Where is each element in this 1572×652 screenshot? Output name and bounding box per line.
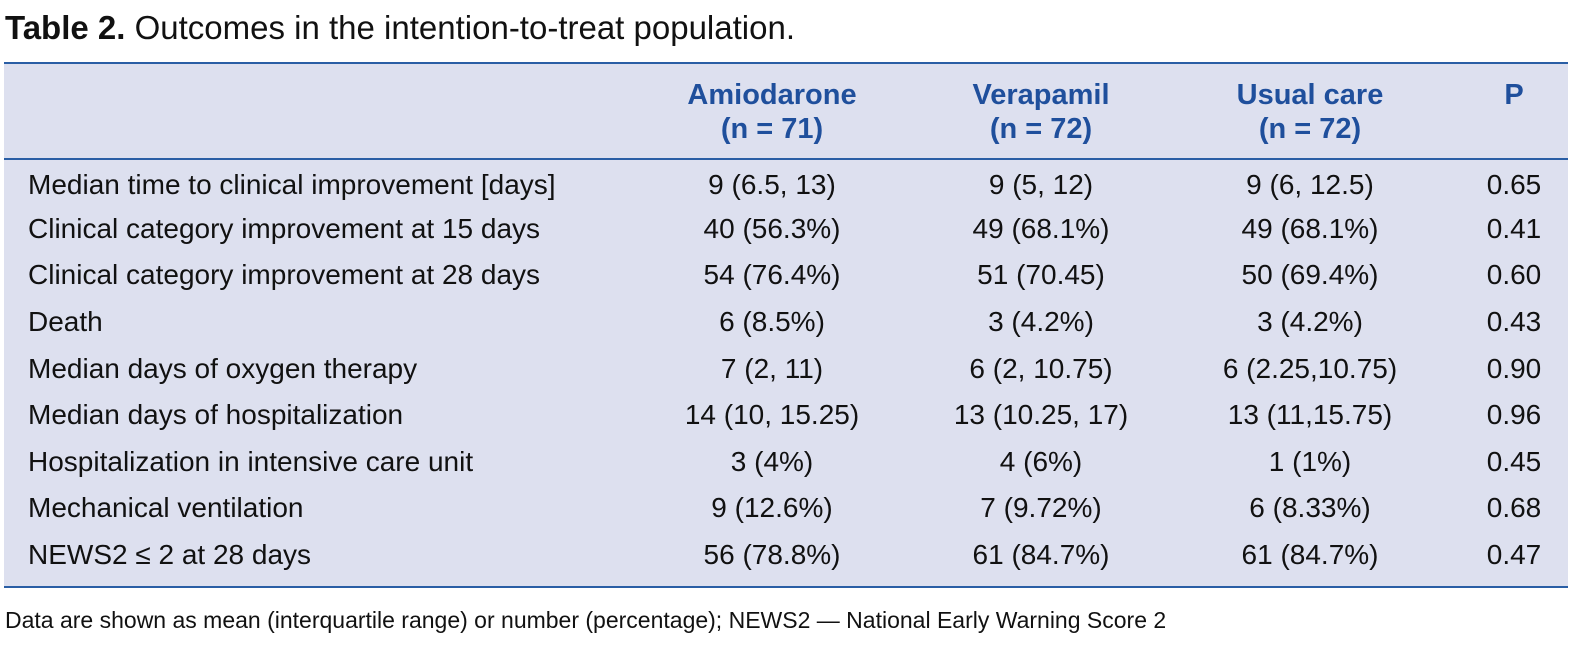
amiodarone-value: 54 (76.4%) [703,259,841,291]
header-outcome [4,64,622,160]
amiodarone-value: 9 (6.5, 13) [708,168,836,200]
verapamil-value: 13 (10.25, 17) [953,399,1129,431]
verapamil-value: 6 (2, 10.75) [969,352,1113,384]
header-line1: Usual care [1236,79,1384,111]
table-row: Median days of oxygen therapy 7 (2, 11) … [4,345,1568,392]
amiodarone-value: 7 (2, 11) [720,352,824,384]
header-usual-care: Usual care (n = 72) [1160,64,1460,160]
outcome-label: Mechanical ventilation [28,492,304,524]
verapamil-value: 9 (5, 12) [988,168,1094,200]
outcome-label: Median days of hospitalization [28,399,404,431]
header-line1: Verapamil [972,79,1110,111]
outcomes-table-container: Amiodarone (n = 71) Verapamil (n = 72) U… [4,62,1568,588]
verapamil-value: 61 (84.7%) [972,539,1110,571]
table-row: Hospitalization in intensive care unit 3… [4,439,1568,486]
usual-care-value: 6 (2.25,10.75) [1222,352,1398,384]
outcome-label: Hospitalization in intensive care unit [28,445,474,477]
amiodarone-value: 56 (78.8%) [703,539,841,571]
p-value: 0.41 [1486,212,1542,244]
outcome-label: Clinical category improvement at 15 days [28,212,541,244]
p-value: 0.43 [1486,306,1542,338]
outcome-label: Median time to clinical improvement [day… [28,168,556,200]
amiodarone-value: 3 (4%) [730,445,814,477]
usual-care-value: 13 (11,15.75) [1227,399,1393,431]
header-line1: P [1504,79,1524,111]
table-row: Median time to clinical improvement [day… [4,159,1568,206]
table-row: Mechanical ventilation 9 (12.6%) 7 (9.72… [4,485,1568,532]
amiodarone-value: 40 (56.3%) [703,212,841,244]
usual-care-value: 3 (4.2%) [1257,306,1363,338]
verapamil-value: 49 (68.1%) [972,212,1110,244]
header-verapamil: Verapamil (n = 72) [922,64,1160,160]
table-row: Clinical category improvement at 15 days… [4,206,1568,253]
header-line2: (n = 71) [720,113,824,145]
verapamil-value: 4 (6%) [999,445,1083,477]
p-value: 0.45 [1486,445,1542,477]
outcome-label: Median days of oxygen therapy [28,352,418,384]
header-amiodarone: Amiodarone (n = 71) [622,64,922,160]
verapamil-value: 51 (70.45) [977,259,1105,291]
header-p-value: P [1460,64,1568,160]
usual-care-value: 50 (69.4%) [1241,259,1379,291]
table-header: Amiodarone (n = 71) Verapamil (n = 72) U… [4,64,1568,160]
table-row: Clinical category improvement at 28 days… [4,252,1568,299]
table-row: Death 6 (8.5%) 3 (4.2%) 3 (4.2%) 0.43 [4,299,1568,346]
p-value: 0.60 [1486,259,1542,291]
outcomes-table: Amiodarone (n = 71) Verapamil (n = 72) U… [4,64,1568,578]
p-value: 0.96 [1486,399,1542,431]
outcome-label: Death [28,306,103,338]
usual-care-value: 1 (1%) [1268,445,1352,477]
table-footnote: Data are shown as mean (interquartile ra… [5,607,1167,633]
table-caption: Table 2. Outcomes in the intention-to-tr… [5,8,795,48]
usual-care-value: 49 (68.1%) [1241,212,1379,244]
table-row: NEWS2 ≤ 2 at 28 days 56 (78.8%) 61 (84.7… [4,532,1568,579]
amiodarone-value: 9 (12.6%) [711,492,833,524]
caption-label: Table 2. [5,9,126,46]
usual-care-value: 61 (84.7%) [1241,539,1379,571]
amiodarone-value: 6 (8.5%) [719,306,825,338]
header-line2: (n = 72) [989,113,1093,145]
table-row: Median days of hospitalization 14 (10, 1… [4,392,1568,439]
p-value: 0.47 [1486,539,1542,571]
p-value: 0.90 [1486,352,1542,384]
p-value: 0.68 [1486,492,1542,524]
header-line1: Amiodarone [687,79,857,111]
usual-care-value: 9 (6, 12.5) [1246,168,1374,200]
outcome-label: NEWS2 ≤ 2 at 28 days [28,539,312,571]
verapamil-value: 7 (9.72%) [980,492,1102,524]
usual-care-value: 6 (8.33%) [1249,492,1371,524]
amiodarone-value: 14 (10, 15.25) [684,399,860,431]
table-body: Median time to clinical improvement [day… [4,159,1568,578]
outcome-label: Clinical category improvement at 28 days [28,259,541,291]
caption-text: Outcomes in the intention-to-treat popul… [125,9,795,46]
verapamil-value: 3 (4.2%) [988,306,1094,338]
header-row: Amiodarone (n = 71) Verapamil (n = 72) U… [4,64,1568,160]
p-value: 0.65 [1486,168,1542,200]
header-line2: (n = 72) [1258,113,1362,145]
